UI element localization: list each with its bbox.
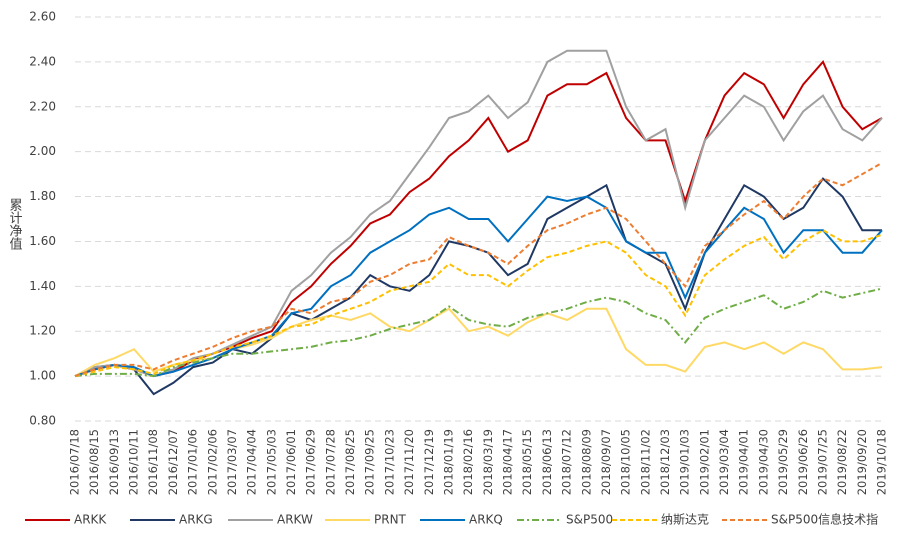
- x-tick-label: 2017/11/20: [402, 429, 416, 495]
- y-tick-label: 2.00: [29, 144, 56, 158]
- series-line: [74, 162, 883, 378]
- x-tick-label: 2019/09/20: [855, 429, 869, 495]
- x-tick-label: 2018/04/17: [501, 429, 515, 495]
- x-tick-label: 2017/10/23: [382, 429, 396, 495]
- y-axis-label: 累计净值: [7, 198, 23, 251]
- y-tick-label: 1.00: [29, 369, 56, 383]
- x-tick-label: 2019/03/04: [717, 429, 731, 495]
- y-tick-label: 2.40: [29, 54, 56, 68]
- x-tick-label: 2018/06/13: [540, 429, 554, 495]
- legend-label: ARKG: [179, 513, 213, 527]
- x-tick-label: 2018/01/19: [441, 429, 455, 495]
- series-line: [74, 229, 883, 378]
- y-tick-label: 1.60: [29, 234, 56, 248]
- series-line: [74, 177, 882, 396]
- y-tick-label: 0.80: [29, 414, 56, 428]
- x-tick-label: 2019/06/26: [796, 429, 810, 495]
- x-tick-label: 2019/07/25: [815, 429, 829, 495]
- x-tick-label: 2017/12/19: [422, 429, 436, 495]
- legend-label: ARKW: [277, 513, 313, 527]
- y-tick-label: 1.80: [29, 189, 56, 203]
- x-tick-label: 2017/01/06: [186, 429, 200, 495]
- x-tick-label: 2019/02/01: [697, 429, 711, 495]
- x-tick-label: 2017/08/25: [343, 429, 357, 495]
- legend-label: PRNT: [374, 513, 407, 527]
- x-tick-label: 2016/11/08: [146, 429, 160, 495]
- x-tick-label: 2019/01/03: [678, 429, 692, 495]
- series-line: [74, 49, 883, 378]
- x-tick-label: 2019/10/18: [875, 429, 889, 495]
- x-tick-label: 2017/05/03: [264, 429, 278, 495]
- legend-label: ARKQ: [469, 513, 503, 527]
- legend-label: S&P500: [566, 513, 613, 527]
- x-tick-label: 2018/07/12: [560, 429, 574, 495]
- legend-label: ARKK: [74, 513, 107, 527]
- y-tick-label: 2.20: [29, 99, 56, 113]
- x-tick-label: 2018/12/03: [658, 429, 672, 495]
- x-tick-label: 2017/02/06: [205, 429, 219, 495]
- x-tick-label: 2018/11/02: [638, 429, 652, 495]
- y-tick-label: 2.60: [29, 10, 56, 24]
- x-tick-label: 2016/10/11: [127, 429, 141, 495]
- x-tick-label: 2017/06/01: [284, 429, 298, 495]
- x-tick-label: 2018/09/07: [599, 429, 613, 495]
- x-tick-label: 2017/07/28: [323, 429, 337, 495]
- x-tick-label: 2016/08/15: [87, 429, 101, 495]
- y-tick-label: 1.40: [29, 279, 56, 293]
- x-tick-label: 2017/03/07: [225, 429, 239, 495]
- legend-label: S&P500信息技术指: [771, 512, 878, 527]
- x-tick-label: 2018/05/15: [520, 429, 534, 495]
- x-tick-label: 2018/03/19: [481, 429, 495, 495]
- x-tick-label: 2019/04/01: [737, 429, 751, 495]
- x-tick-label: 2018/08/09: [579, 429, 593, 495]
- x-tick-label: 2016/12/07: [166, 429, 180, 495]
- x-tick-label: 2018/02/16: [461, 429, 475, 495]
- series-line: [74, 287, 883, 378]
- x-tick-label: 2016/09/13: [107, 429, 121, 495]
- x-tick-label: 2017/04/04: [245, 429, 259, 495]
- x-tick-label: 2017/09/25: [363, 429, 377, 495]
- x-tick-label: 2019/05/29: [776, 429, 790, 495]
- y-tick-label: 1.20: [29, 324, 56, 338]
- x-tick-label: 2019/04/30: [756, 429, 770, 495]
- x-tick-label: 2019/08/22: [835, 429, 849, 495]
- x-tick-label: 2016/07/18: [68, 429, 82, 495]
- x-tick-label: 2018/10/05: [619, 429, 633, 495]
- x-tick-label: 2017/06/29: [304, 429, 318, 495]
- legend-label: 纳斯达克: [661, 513, 709, 527]
